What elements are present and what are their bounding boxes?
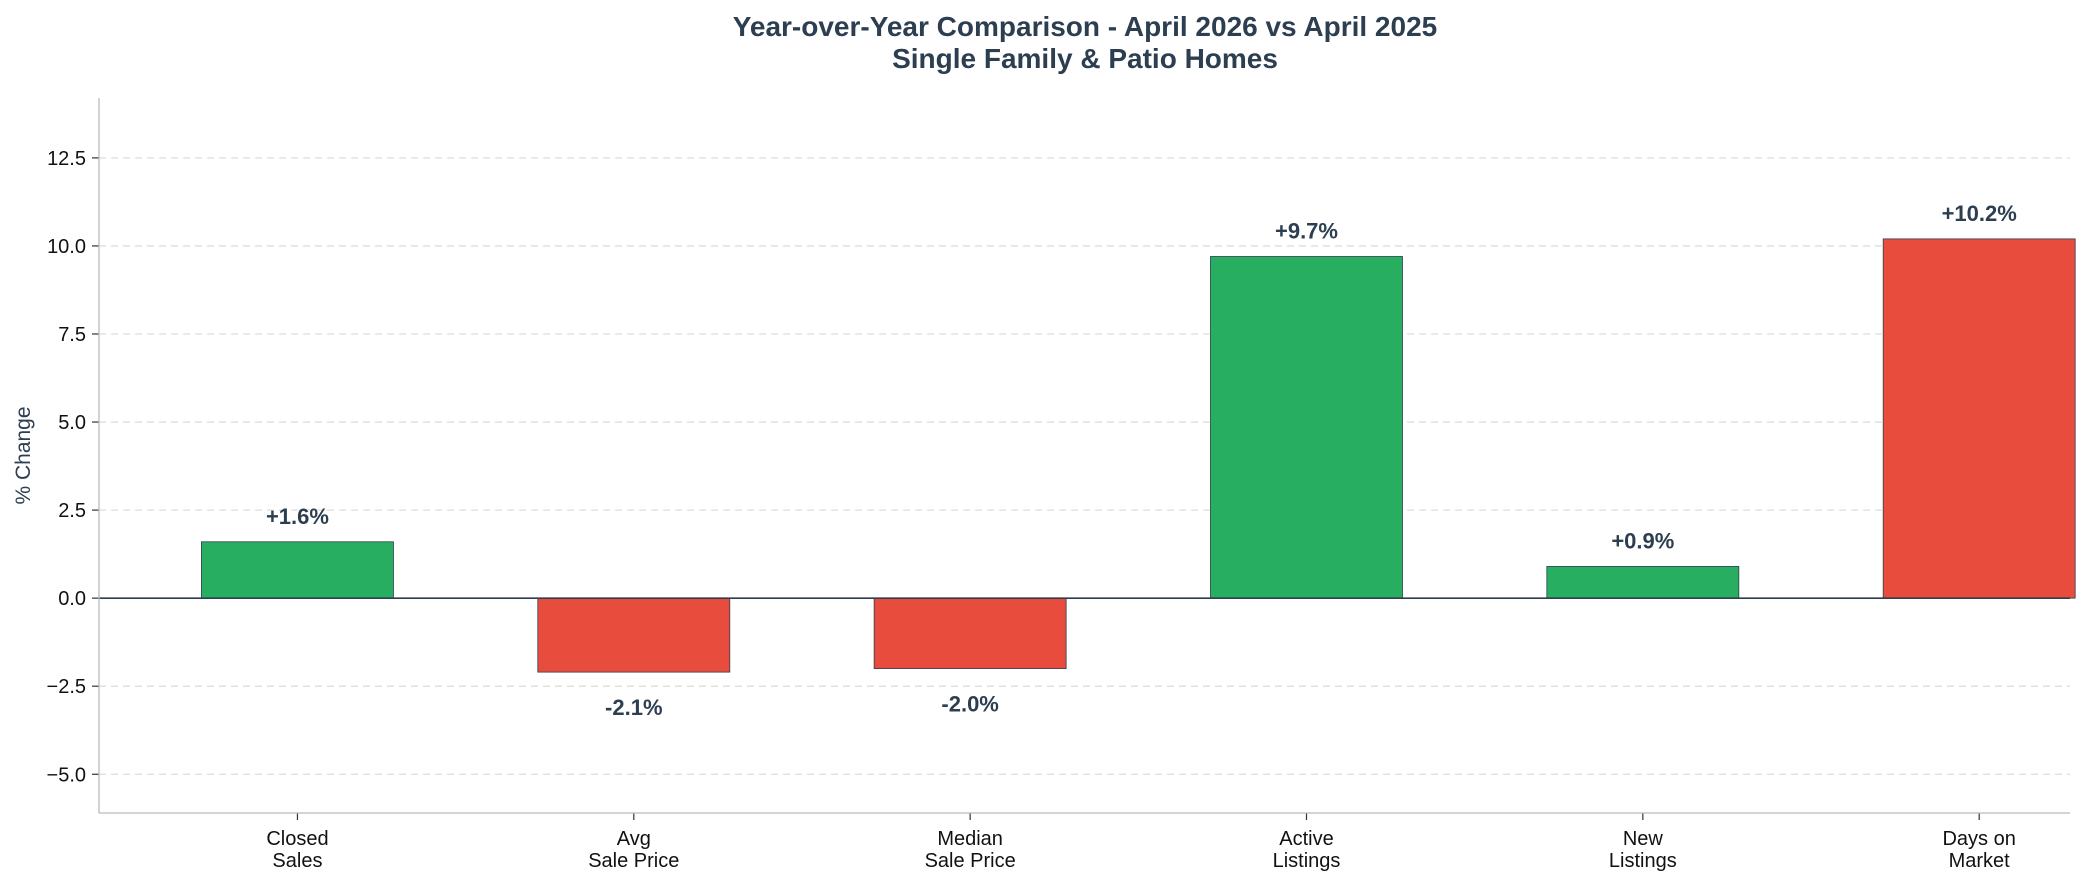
bar [201,541,394,599]
labels-layer: +1.6% -2.1% -2.0% +9.7% +0.9% +10.2% [266,201,2017,720]
x-tick-label: Median [937,828,1003,850]
x-tick-label: New [1623,828,1664,850]
y-tick-label: 5.0 [58,412,86,434]
bar [873,597,1067,669]
bars-layer [201,238,2076,673]
y-tick-label: 2.5 [58,500,86,522]
x-tick-label: Days on [1942,828,2015,850]
x-tick-label: Avg [617,828,651,850]
data-label: +0.9% [1611,528,1674,553]
bar [1546,566,1740,599]
x-tick-label: Sale Price [588,850,679,872]
y-tick-label: −2.5 [47,676,86,698]
data-label: +9.7% [1275,218,1338,243]
y-tick-label: 12.5 [47,148,86,170]
data-label: +10.2% [1942,201,2017,226]
grid-layer [99,157,2070,775]
x-tick-label: Closed [266,828,328,850]
x-tick-label: Sales [272,850,322,872]
bar [1882,238,2076,599]
x-tick-label: Listings [1273,850,1341,872]
bar [537,597,731,673]
x-tick-label: Sale Price [925,850,1016,872]
y-tick-label: 0.0 [58,588,86,610]
x-tick-label: Listings [1609,850,1677,872]
x-tick-label: Active [1279,828,1333,850]
x-tick-label: Market [1949,850,2011,872]
chart-title: Year-over-Year Comparison - April 2026 v… [733,11,1437,42]
bar [1210,256,1403,599]
data-label: +1.6% [266,504,329,529]
y-axis-label: % Change [12,406,35,504]
y-tick-label: −5.0 [47,764,86,786]
y-tick-label: 7.5 [58,324,86,346]
data-label: -2.1% [605,695,662,720]
y-tick-label: 10.0 [47,236,86,258]
chart-subtitle: Single Family & Patio Homes [892,43,1278,74]
data-label: -2.0% [941,692,998,717]
